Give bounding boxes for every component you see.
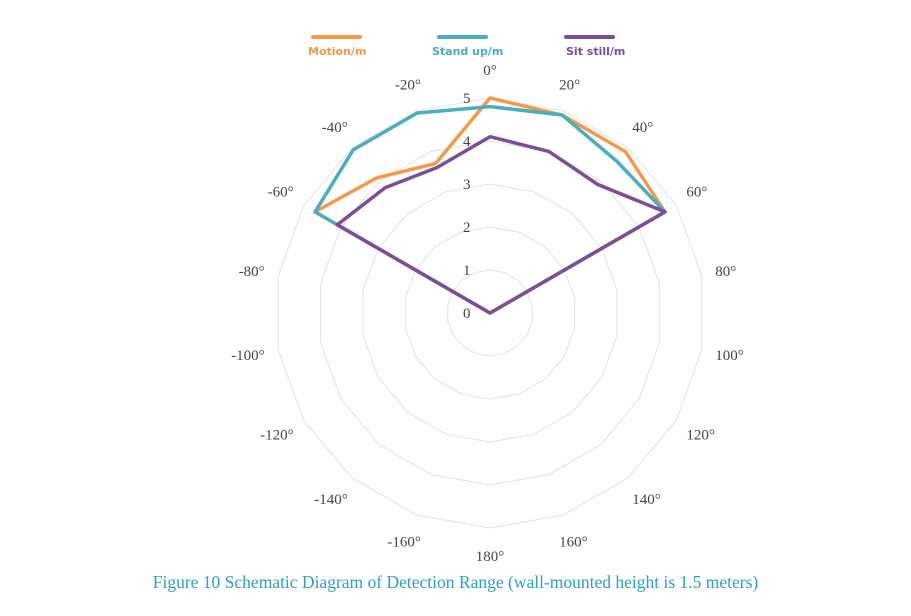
range-tick-label: 3 <box>463 177 471 193</box>
series-lines <box>313 96 667 315</box>
angle-tick-label: 0° <box>483 63 497 79</box>
legend-label: Sit still/m <box>566 45 625 58</box>
radar-chart: 0° 20° 40° 60° 80° 100° 120° 140° 160° 180° -160° -… <box>231 35 744 565</box>
angle-tick-label: -40° <box>322 120 348 136</box>
angle-tick-label: -20° <box>395 78 421 94</box>
angle-tick-label: 80° <box>715 264 736 280</box>
angle-tick-label: 100° <box>715 348 744 364</box>
range-tick-label: 1 <box>463 263 471 279</box>
legend-label: Motion/m <box>308 45 366 58</box>
angle-tick-label: -100° <box>231 348 265 364</box>
angle-tick-label: -60° <box>268 185 294 201</box>
range-labels: 0 1 2 3 4 5 <box>463 91 471 322</box>
range-tick-label: 2 <box>463 220 471 236</box>
angle-tick-label: 20° <box>559 78 580 94</box>
grid-ring <box>277 97 703 529</box>
range-tick-label: 0 <box>463 306 471 322</box>
angle-tick-label: -80° <box>239 264 265 280</box>
legend: Motion/m Stand up/m Sit still/m <box>308 35 625 58</box>
angle-tick-label: 60° <box>686 185 707 201</box>
legend-label: Stand up/m <box>432 45 503 58</box>
angle-tick-label: 160° <box>559 534 588 550</box>
angle-tick-label: -160° <box>387 534 421 550</box>
angle-tick-label: 120° <box>686 428 715 444</box>
range-tick-label: 5 <box>463 91 471 107</box>
angle-tick-label: -140° <box>314 492 348 508</box>
range-tick-label: 4 <box>463 134 471 150</box>
series-line <box>313 96 667 315</box>
series-line <box>335 134 667 315</box>
figure-caption: Figure 10 Schematic Diagram of Detection… <box>152 572 759 592</box>
angle-labels: 0° 20° 40° 60° 80° 100° 120° 140° 160° 180° -160° -… <box>231 63 744 565</box>
angle-tick-label: 180° <box>476 549 505 565</box>
angle-tick-label: 140° <box>632 492 661 508</box>
angle-tick-label: -120° <box>260 428 294 444</box>
angle-tick-label: 40° <box>632 120 653 136</box>
